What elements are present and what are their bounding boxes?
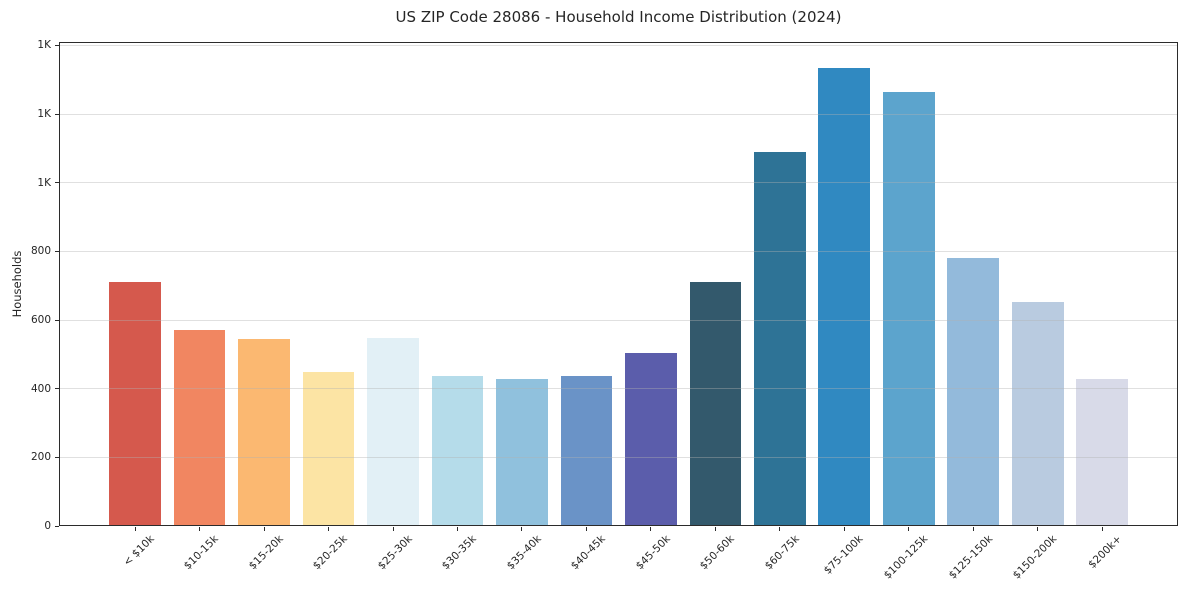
bar [818, 67, 871, 526]
x-tick [328, 527, 330, 531]
x-tick [714, 527, 716, 531]
y-tick [55, 113, 59, 115]
bar [625, 352, 677, 526]
gridline [59, 182, 1178, 184]
bar [689, 281, 742, 526]
gridline [59, 388, 1178, 390]
x-tick-label: $100-125k [881, 533, 931, 582]
x-tick [457, 527, 458, 531]
plot-area: 0 200 400 600 800 1K 1K 1K < $10k $10-15k $15-20k $… [31, 39, 1178, 582]
y-tick-label: 1K [37, 39, 51, 52]
y-axis-label: Households [10, 250, 24, 318]
axis-spine-right [1177, 42, 1178, 526]
gridline [59, 113, 1178, 115]
x-tick-label: $35-40k [504, 533, 544, 573]
y-tick [55, 44, 59, 46]
x-tick [392, 527, 394, 531]
bar [302, 372, 355, 526]
bar [367, 337, 419, 526]
x-tick-label: $50-60k [697, 533, 737, 573]
x-tick-label: $45-50k [633, 533, 673, 573]
y-tick [55, 525, 59, 527]
x-tick [263, 527, 265, 531]
x-tick [199, 527, 201, 531]
bar [754, 151, 806, 526]
y-tick-label: 0 [44, 520, 51, 532]
y-tick [55, 388, 59, 390]
gridline [59, 44, 1178, 46]
gridline [59, 319, 1178, 321]
x-tick [585, 527, 587, 531]
x-tick-label: $20-25k [310, 533, 351, 573]
bar [560, 375, 613, 526]
y-tick-label: 800 [30, 245, 51, 258]
x-tick-label: $15-20k [246, 533, 286, 573]
bar [947, 257, 1000, 526]
y-tick-label: 400 [30, 382, 51, 395]
x-tick-label: $75-100k [821, 533, 866, 577]
x-tick-label: $60-75k [762, 533, 802, 573]
axis-spine-bottom [59, 525, 1178, 526]
x-tick-label: < $10k [121, 533, 157, 569]
bar [109, 282, 161, 526]
y-tick-label: 200 [30, 451, 51, 464]
y-tick [55, 250, 59, 252]
gridline [59, 456, 1178, 458]
x-tick [650, 527, 652, 531]
x-tick-label: $150-200k [1010, 533, 1060, 582]
x-tick-label: $125-150k [946, 533, 995, 582]
bar [173, 329, 226, 526]
x-tick [1101, 527, 1103, 531]
x-tick [134, 527, 136, 531]
bar [882, 91, 935, 526]
x-tick [843, 527, 845, 531]
gridline [59, 250, 1178, 252]
x-tick [972, 527, 974, 531]
x-tick [779, 527, 781, 531]
x-tick [1037, 527, 1039, 531]
x-tick [908, 527, 910, 531]
bar [238, 338, 290, 526]
y-tick [55, 182, 59, 184]
y-tick-label: 1K [37, 176, 51, 189]
y-tick [55, 456, 59, 458]
x-tick-label: $10-15k [182, 533, 222, 573]
y-tick [55, 319, 59, 321]
bar [496, 379, 548, 526]
x-tick-label: $25-30k [375, 533, 415, 573]
x-tick-label: $30-35k [439, 533, 479, 573]
y-tick-label: 1K [37, 108, 51, 121]
bar [431, 375, 484, 526]
x-tick-label: $40-45k [568, 533, 608, 573]
x-tick [521, 527, 523, 531]
bar [1076, 379, 1129, 526]
axis-spine-left [59, 42, 60, 526]
bar [1011, 302, 1064, 526]
x-tick-label: $200k+ [1085, 533, 1124, 571]
y-tick-label: 600 [30, 314, 51, 327]
chart-title: US ZIP Code 28086 - Household Income Dis… [395, 8, 842, 26]
axis-spine-top [59, 42, 1178, 43]
